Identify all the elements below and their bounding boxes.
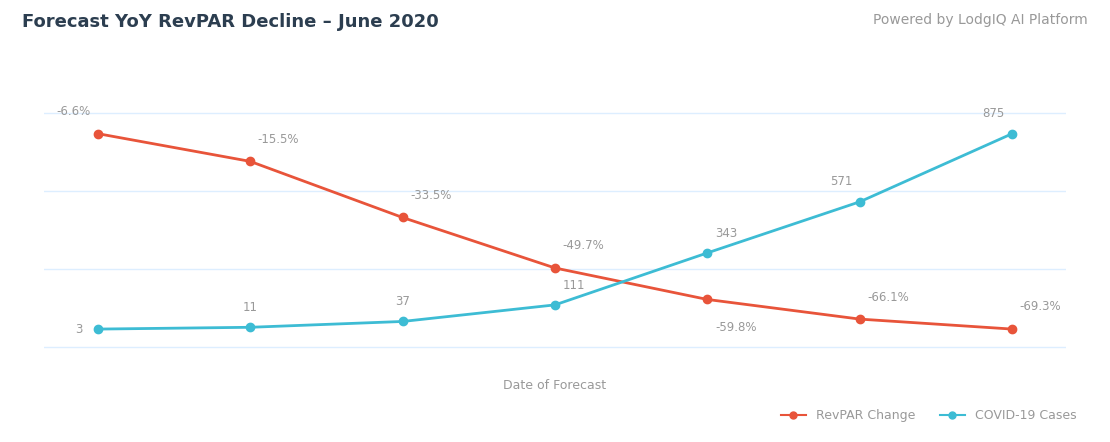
Text: -66.1%: -66.1% bbox=[867, 290, 909, 304]
Text: 11: 11 bbox=[243, 301, 258, 314]
Text: Powered by LodgIQ AI Platform: Powered by LodgIQ AI Platform bbox=[874, 13, 1088, 27]
Text: -33.5%: -33.5% bbox=[411, 189, 452, 202]
Legend: RevPAR Change, COVID-19 Cases: RevPAR Change, COVID-19 Cases bbox=[776, 404, 1081, 427]
Text: 571: 571 bbox=[830, 175, 852, 188]
Text: -69.3%: -69.3% bbox=[1020, 301, 1061, 313]
Text: -49.7%: -49.7% bbox=[563, 240, 604, 252]
Text: 343: 343 bbox=[715, 227, 737, 240]
Text: 37: 37 bbox=[395, 295, 410, 308]
Text: Forecast YoY RevPAR Decline – June 2020: Forecast YoY RevPAR Decline – June 2020 bbox=[22, 13, 438, 31]
Text: 875: 875 bbox=[982, 107, 1005, 120]
Text: 111: 111 bbox=[563, 278, 585, 292]
Text: -59.8%: -59.8% bbox=[715, 321, 757, 334]
X-axis label: Date of Forecast: Date of Forecast bbox=[504, 379, 606, 392]
Text: -15.5%: -15.5% bbox=[258, 133, 300, 146]
Text: 3: 3 bbox=[75, 323, 82, 335]
Text: -6.6%: -6.6% bbox=[56, 105, 90, 118]
